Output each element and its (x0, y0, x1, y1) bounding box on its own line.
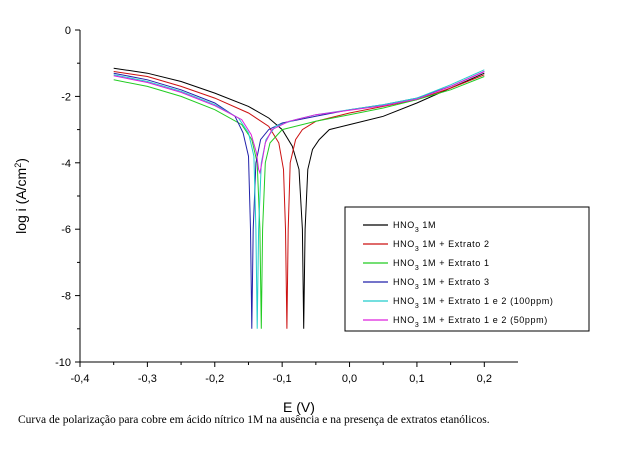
y-tick-label: -2 (61, 91, 71, 103)
axes-layer: -0,4 -0,3 -0,2 -0,1 0,0 0,1 0,2 0 -2 -4 -6 -8 -10 E (… (13, 25, 518, 415)
series-line-3 (113, 76, 485, 329)
x-tick-label: -0,1 (273, 373, 292, 385)
figure-caption: Curva de polarização para cobre em ácido… (18, 414, 490, 426)
legend-label: HNO3 1M (393, 220, 436, 234)
legend-label: HNO3 1M + Extrato 2 (393, 239, 490, 253)
x-tick-label: -0,3 (138, 373, 157, 385)
x-tick-label: -0,2 (205, 373, 224, 385)
x-tick-label: -0,4 (71, 373, 90, 385)
series-line-6 (113, 71, 485, 175)
x-tick-label: 0,0 (342, 373, 357, 385)
series-line-2 (113, 71, 485, 329)
legend-label: HNO3 1M + Extrato 1 e 2 (100ppm) (393, 296, 553, 310)
x-tick-label: 0,2 (477, 373, 492, 385)
series-layer (113, 67, 485, 329)
x-tick-label: 0,1 (409, 373, 424, 385)
legend-label: HNO3 1M + Extrato 3 (393, 277, 490, 291)
x-axis-label: E (V) (283, 399, 315, 415)
legend-label: HNO3 1M + Extrato 1 e 2 (50ppm) (393, 315, 548, 329)
series-line-1 (113, 67, 485, 329)
y-tick-label: -10 (55, 357, 71, 369)
legend-box (344, 206, 590, 332)
y-tick-label: 0 (65, 25, 71, 37)
y-tick-label: -6 (61, 224, 71, 236)
y-axis-label: log i (A/cm2) (13, 158, 29, 234)
series-line-5 (113, 69, 485, 329)
legend-label: HNO3 1M + Extrato 1 (393, 258, 490, 272)
y-tick-label: -8 (61, 291, 71, 303)
y-tick-label: -4 (61, 158, 71, 170)
legend: HNO3 1M HNO3 1M + Extrato 2 HNO3 1M + Extr… (344, 206, 590, 332)
